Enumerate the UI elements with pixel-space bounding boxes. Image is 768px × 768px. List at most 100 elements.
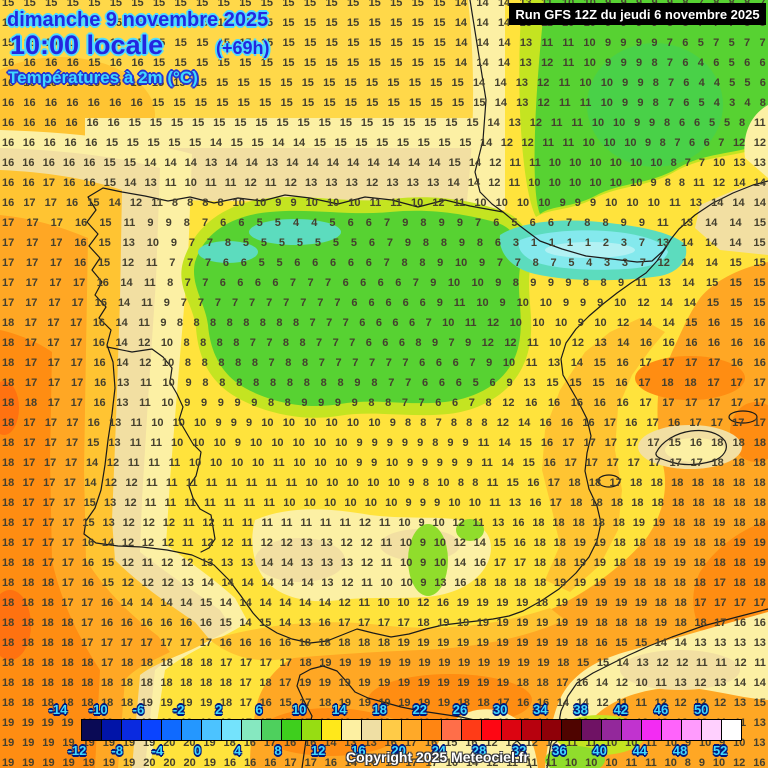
temp-value: 10 — [184, 177, 197, 189]
temp-value: 17 — [81, 637, 94, 649]
temp-value: 12 — [124, 497, 137, 509]
scale-cell — [422, 720, 442, 740]
temp-value: 8 — [651, 57, 658, 69]
temp-value: 18 — [534, 577, 547, 589]
temp-value: 8 — [282, 337, 289, 349]
temp-value: 19 — [319, 657, 332, 669]
temp-value: 15 — [237, 77, 250, 89]
temp-value: 11 — [565, 737, 578, 749]
temp-value: 7 — [385, 357, 392, 369]
temp-value: 15 — [376, 137, 389, 149]
temp-value: 16 — [86, 117, 99, 129]
temp-value: 9 — [334, 397, 341, 409]
temp-value: 15 — [131, 37, 144, 49]
temp-value: 18 — [457, 697, 470, 709]
temp-value: 19 — [673, 537, 686, 549]
temp-value: 11 — [130, 417, 143, 429]
temp-value: 12 — [121, 557, 135, 569]
temp-value: 8 — [267, 397, 275, 409]
temp-value: 6 — [377, 277, 384, 289]
temp-value: 16 — [730, 357, 744, 369]
temp-value: 14 — [733, 177, 746, 189]
temp-value: 6 — [294, 257, 301, 269]
temp-value: 9 — [401, 437, 409, 449]
temp-value: 7 — [197, 297, 204, 309]
temp-value: 15 — [153, 37, 166, 49]
temp-value: 8 — [200, 337, 207, 349]
temp-value: 17 — [562, 437, 575, 449]
temp-value: 9 — [290, 197, 297, 209]
temp-value: 12 — [358, 517, 372, 529]
temp-value: 9 — [499, 297, 506, 309]
temp-value: 16 — [244, 757, 257, 768]
scale-cell — [302, 720, 322, 740]
temp-value: 18 — [753, 457, 766, 469]
temp-row: 17 17 17 16 15 13 10 9 7 7 8 5 5 5 5 5 5 5 6 7 9 8 8 9 8 6 3 1 1 1 1 2 3… — [2, 237, 766, 249]
temp-value: 7 — [386, 237, 393, 249]
temp-value: 7 — [188, 237, 195, 249]
temp-value: 18 — [610, 497, 624, 509]
temp-value: 18 — [2, 597, 15, 609]
region-atl-deep-orange — [0, 330, 100, 768]
temp-value: 8 — [466, 417, 473, 429]
temp-value: 6 — [347, 257, 354, 269]
temp-value: 6 — [419, 297, 426, 309]
temp-value: 18 — [41, 577, 55, 589]
temp-value: 14 — [260, 557, 274, 569]
temp-value: 8 — [337, 377, 344, 389]
temp-value: 15 — [403, 117, 416, 129]
temp-value: 18 — [613, 537, 626, 549]
temp-value: 15 — [368, 57, 381, 69]
temp-value: 15 — [430, 77, 443, 89]
temp-value: 17 — [279, 657, 292, 669]
temp-value: 16 — [93, 397, 106, 409]
temp-value: 18 — [2, 697, 15, 709]
temp-value: 14 — [494, 77, 507, 89]
temp-value: 15 — [216, 77, 229, 89]
temp-value: 19 — [338, 697, 352, 709]
temp-value: 16 — [278, 637, 292, 649]
temp-value: 10 — [410, 197, 424, 209]
temp-value: 18 — [753, 577, 766, 589]
temp-value: 9 — [620, 217, 627, 229]
temp-value: 6 — [365, 217, 372, 229]
temp-value: 15 — [147, 137, 160, 149]
temp-value: 11 — [150, 437, 162, 449]
temp-value: 18 — [21, 677, 35, 689]
temp-value: 15 — [411, 0, 424, 9]
temp-row: 15 15 15 15 15 15 15 15 15 15 15 15 15 15 15 15 15 15 15 15… — [2, 37, 766, 49]
temp-value: 11 — [339, 517, 351, 529]
temp-value: 13 — [103, 497, 117, 509]
temp-value: 15 — [347, 0, 360, 9]
temp-value: 9 — [184, 397, 191, 409]
temp-value: 13 — [144, 177, 157, 189]
temp-value: 14 — [682, 277, 695, 289]
temp-value: 7 — [307, 277, 314, 289]
temp-value: 14 — [705, 217, 718, 229]
temp-value: 9 — [684, 737, 692, 749]
temp-value: 13 — [427, 177, 440, 189]
temp-value: 17 — [627, 457, 640, 469]
temp-value: 18 — [653, 537, 666, 549]
temp-value: 13 — [547, 357, 561, 369]
temp-value: 15 — [194, 97, 208, 109]
temp-value: 14 — [447, 177, 460, 189]
temp-value: 5 — [511, 217, 518, 229]
temp-value: 8 — [303, 377, 310, 389]
temp-value: 19 — [200, 697, 213, 709]
temp-value: 8 — [285, 357, 292, 369]
temp-value: 9 — [451, 457, 458, 469]
temp-value: 11 — [204, 497, 216, 509]
temp-value: 15 — [66, 17, 79, 29]
temp-value: 18 — [200, 657, 213, 669]
temp-value: 10 — [232, 197, 245, 209]
temp-row: 16 16 16 16 16 16 15 15 15 15 15 15 15 15 15 15 15 15 15 15… — [2, 117, 766, 129]
temp-value: 10 — [585, 757, 598, 768]
temp-value: 7 — [187, 257, 194, 269]
temp-value: 6 — [392, 317, 399, 329]
temp-value: 10 — [609, 157, 622, 169]
temp-value: 15 — [101, 557, 115, 569]
temp-value: 16 — [513, 537, 526, 549]
temp-value: 9 — [637, 77, 644, 89]
temp-value: 8 — [193, 317, 200, 329]
